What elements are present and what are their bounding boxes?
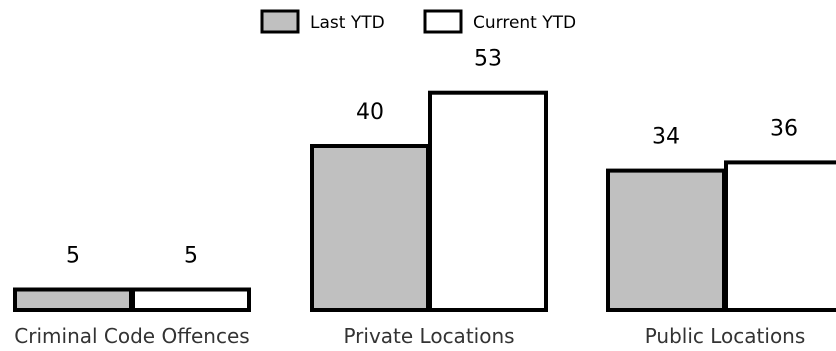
bar-current-ytd-public-locations bbox=[724, 160, 836, 312]
bar-current-ytd-private-locations bbox=[428, 90, 548, 312]
legend-swatch-current-ytd bbox=[423, 9, 463, 34]
legend-swatch-last-ytd bbox=[260, 9, 300, 34]
data-label-current-ytd-private-locations: 53 bbox=[474, 47, 502, 72]
category-label-private-locations: Private Locations bbox=[343, 324, 514, 348]
data-label-current-ytd-criminal-code-offences: 5 bbox=[184, 244, 198, 269]
data-label-current-ytd-public-locations: 36 bbox=[770, 116, 798, 141]
category-label-criminal-code-offences: Criminal Code Offences bbox=[14, 324, 249, 348]
bar-last-ytd-criminal-code-offences bbox=[13, 287, 133, 312]
data-label-last-ytd-criminal-code-offences: 5 bbox=[66, 244, 80, 269]
legend-label-last-ytd: Last YTD bbox=[310, 13, 385, 33]
legend: Last YTD Current YTD bbox=[260, 9, 576, 34]
bar-current-ytd-criminal-code-offences bbox=[131, 287, 251, 312]
data-label-last-ytd-private-locations: 40 bbox=[356, 100, 384, 125]
plot-area: 5 5 Criminal Code Offences 40 53 Private Loca… bbox=[13, 47, 836, 348]
bar-last-ytd-private-locations bbox=[310, 144, 430, 312]
legend-label-current-ytd: Current YTD bbox=[473, 13, 576, 33]
bar-last-ytd-public-locations bbox=[606, 168, 726, 312]
category-label-public-locations: Public Locations bbox=[645, 324, 806, 348]
data-label-last-ytd-public-locations: 34 bbox=[652, 125, 680, 150]
